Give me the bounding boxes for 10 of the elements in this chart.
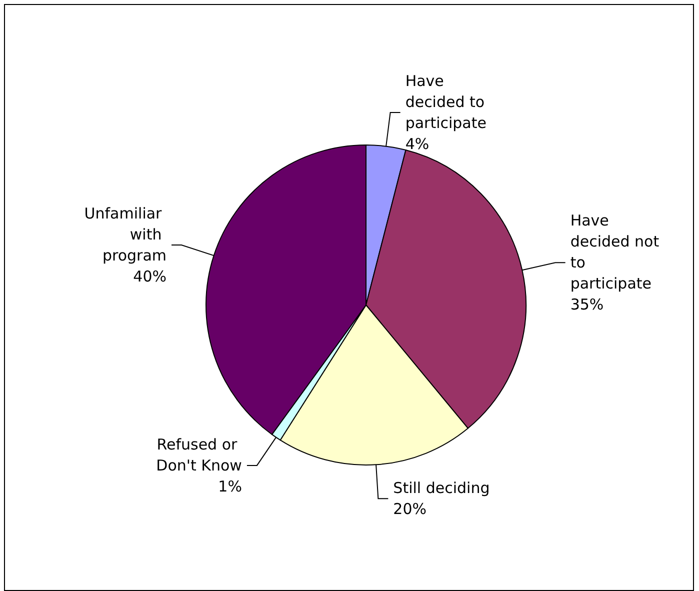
data-label: 40%	[133, 268, 166, 286]
slice-label: Have decided not to participate	[570, 212, 664, 293]
data-label: 1%	[218, 477, 242, 496]
data-label: 4%	[405, 135, 430, 154]
slice-label: Still deciding	[393, 479, 490, 498]
slice-label: Refused or Don't Know	[156, 435, 242, 474]
data-label: 20%	[393, 500, 427, 518]
data-label: 35%	[570, 296, 604, 314]
slice-label: Have decided to participate	[405, 72, 490, 132]
slice-label: Unfamiliar with program	[84, 204, 166, 265]
